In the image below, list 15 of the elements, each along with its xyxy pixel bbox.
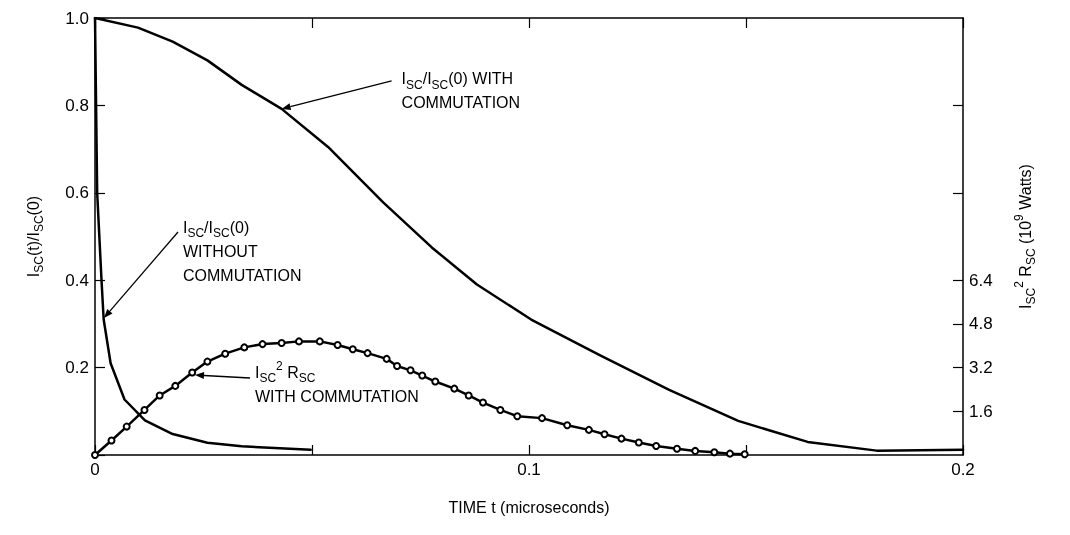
x-tick-label: 0.1 [517, 460, 541, 479]
y2-axis-title: ISC2 RSC (109 Watts) [1012, 164, 1038, 309]
x-axis-title: TIME t (microseconds) [448, 498, 610, 516]
y-tick-label: 0.6 [65, 183, 89, 203]
y-tick-label: 0.2 [65, 358, 89, 378]
y-axis-title: ISC(t)/ISC(0) [24, 195, 46, 278]
y2-tick-label: 4.8 [969, 314, 993, 334]
y2-tick-label: 6.4 [969, 270, 993, 290]
y2-tick-label: 1.6 [969, 401, 993, 421]
y-tick-label: 1.0 [65, 8, 89, 28]
x-tick-label: 0.2 [951, 460, 975, 479]
x-tick-label: 0 [90, 460, 100, 479]
y-tick-label: 0.4 [65, 270, 89, 290]
y2-tick-label: 3.2 [969, 358, 993, 378]
y-tick-label: 0.8 [65, 95, 89, 115]
